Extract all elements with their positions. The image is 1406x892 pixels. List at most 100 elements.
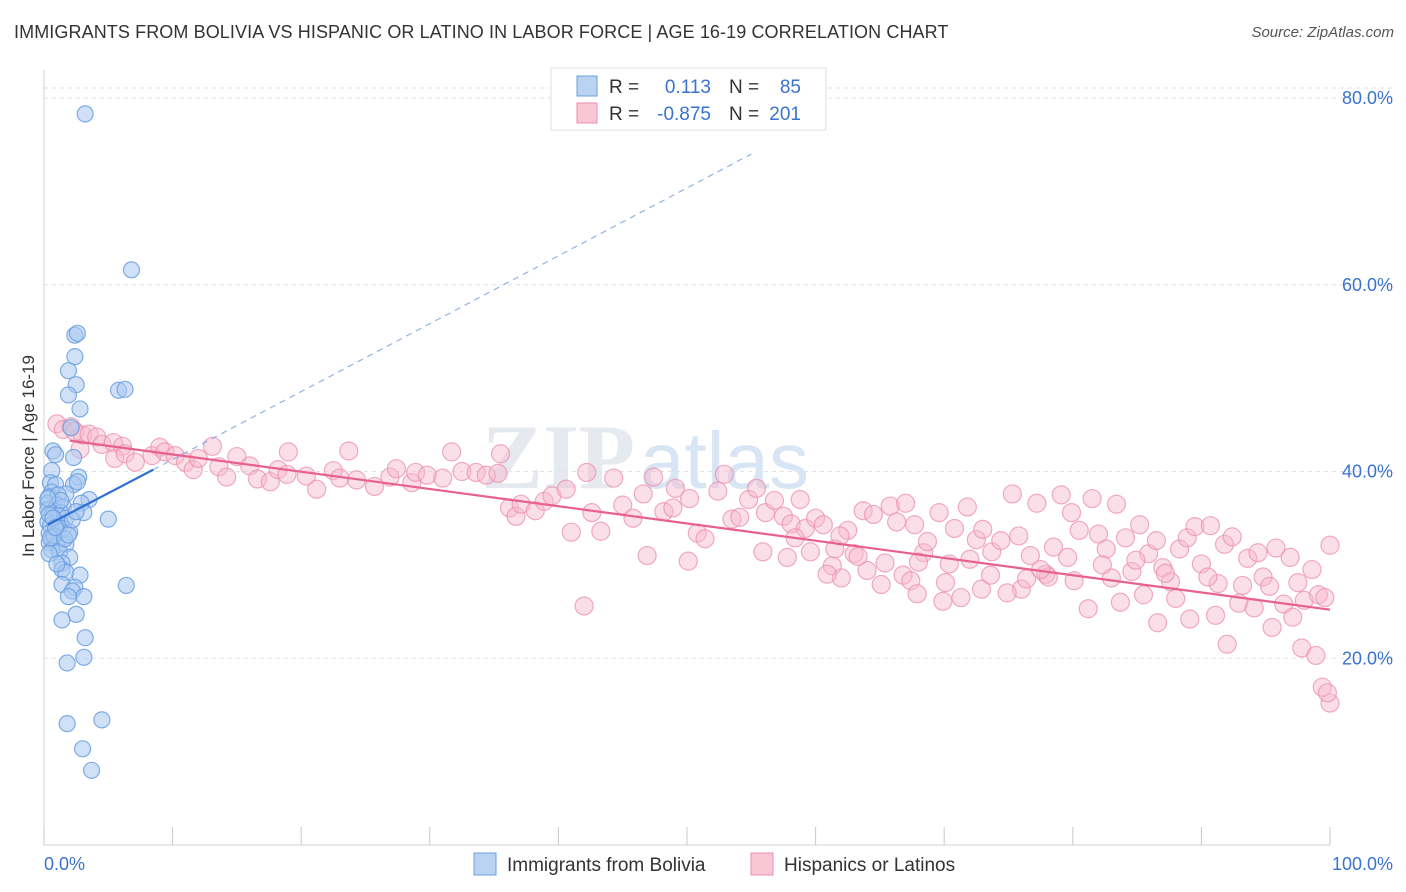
stats-swatch — [576, 75, 598, 97]
hispanic-point — [935, 573, 956, 593]
hispanic-point — [1002, 484, 1022, 504]
hispanic-point — [1302, 559, 1322, 580]
legend-label: Immigrants from Bolivia — [507, 855, 706, 876]
hispanic-point — [623, 508, 643, 528]
hispanic-point — [556, 479, 576, 499]
hispanic-point — [1217, 634, 1237, 654]
bolivia-point — [76, 629, 94, 647]
hispanic-point — [1130, 515, 1150, 535]
hispanic-point — [1198, 567, 1218, 587]
watermark-zip: ZIP — [482, 406, 635, 508]
hispanic-point — [1009, 526, 1029, 546]
hispanic-point — [1027, 493, 1047, 513]
hispanic-point — [1133, 585, 1154, 605]
bolivia-point — [46, 446, 65, 464]
hispanic-point — [871, 574, 891, 595]
hispanic-point — [944, 518, 965, 539]
hispanic-point — [1262, 617, 1282, 638]
hispanic-point — [1315, 587, 1335, 608]
y-axis-label: In Labor Force | Age 16-19 — [19, 355, 38, 557]
hispanic-point — [1317, 683, 1338, 703]
hispanic-point — [997, 583, 1017, 603]
axes — [43, 70, 1331, 846]
bolivia-point — [59, 362, 78, 380]
hispanic-point — [971, 579, 992, 599]
hispanic-point — [1106, 494, 1127, 514]
hispanic-point — [1096, 539, 1116, 559]
hispanic-point — [991, 531, 1011, 551]
hispanic-point — [753, 542, 773, 562]
tick-labels: 20.0% 40.0% 60.0% 80.0% 0.0% 100.0% — [44, 88, 1393, 874]
legend-swatch — [750, 852, 774, 876]
hispanic-point — [561, 522, 581, 542]
hispanic-point — [1283, 607, 1303, 627]
hispanic-point — [1259, 576, 1280, 596]
hispanic-point — [488, 463, 508, 483]
bolivia-point — [76, 105, 94, 123]
hispanic-point — [863, 504, 884, 525]
bolivia-point — [68, 473, 87, 491]
hispanic-point — [722, 509, 742, 529]
hispanic-point — [1020, 545, 1040, 566]
hispanic-point — [307, 479, 327, 499]
hispanic-point — [452, 461, 472, 482]
hispanic-point — [643, 467, 664, 487]
bolivia-point — [117, 576, 135, 595]
hispanic-point — [1222, 527, 1242, 547]
hispanic-point — [777, 547, 797, 568]
hispanic-point — [1253, 567, 1273, 587]
hispanic-point — [1266, 538, 1286, 558]
hispanic-point — [506, 506, 526, 526]
hispanic-point — [125, 452, 145, 472]
y-tick-label: 40.0% — [1342, 462, 1393, 482]
hispanic-point — [1101, 568, 1121, 588]
hispanic-point — [739, 489, 759, 510]
hispanic-point — [433, 468, 453, 488]
hispanic-point — [278, 442, 298, 462]
hispanic-trend-line — [69, 439, 1331, 611]
hispanic-point — [339, 441, 359, 461]
hispanic-point — [1092, 555, 1112, 575]
hispanic-point — [933, 591, 953, 611]
hispanic-point — [929, 502, 949, 523]
bolivia-point — [64, 448, 83, 467]
hispanic-point — [905, 515, 925, 535]
hispanic-point — [260, 472, 280, 492]
hispanic-point — [908, 552, 929, 572]
hispanic-point — [1208, 573, 1228, 594]
bolivia-point — [59, 588, 78, 606]
bolivia-point — [93, 711, 111, 729]
trend-lines — [47, 153, 1331, 611]
hispanic-point — [764, 490, 785, 511]
stats-r-value: 0.113 — [665, 77, 711, 98]
hispanic-point — [1051, 485, 1071, 505]
grid-lines — [44, 87, 1392, 659]
hispanic-point — [665, 478, 686, 498]
bolivia-point — [116, 380, 134, 398]
hispanic-point — [695, 529, 715, 549]
hispanic-point — [1288, 573, 1308, 593]
hispanic-point — [1122, 561, 1142, 582]
bolivia-point — [66, 348, 84, 366]
hispanic-point — [679, 488, 700, 509]
hispanic-point — [1088, 524, 1109, 544]
hispanic-point — [790, 489, 810, 510]
hispanic-point — [1061, 502, 1082, 523]
hispanic-point — [1110, 592, 1130, 612]
hispanic-point — [730, 507, 750, 527]
hispanic-point — [1185, 516, 1205, 537]
hispanic-point — [887, 512, 907, 532]
hispanic-point — [805, 508, 826, 528]
hispanic-point — [1166, 588, 1186, 609]
legend-label: Hispanics or Latinos — [784, 855, 955, 876]
hispanic-point — [1200, 516, 1221, 536]
hispanic-point — [227, 446, 247, 467]
hispanic-point — [714, 464, 734, 484]
hispanic-point — [1232, 575, 1253, 596]
bolivia-point — [99, 510, 117, 528]
hispanic-point — [1244, 598, 1264, 618]
hispanic-point — [1306, 645, 1326, 666]
bolivia-point — [75, 648, 93, 666]
bolivia-point — [73, 740, 92, 758]
chart-source: Source: ZipAtlas.com — [1251, 24, 1394, 41]
